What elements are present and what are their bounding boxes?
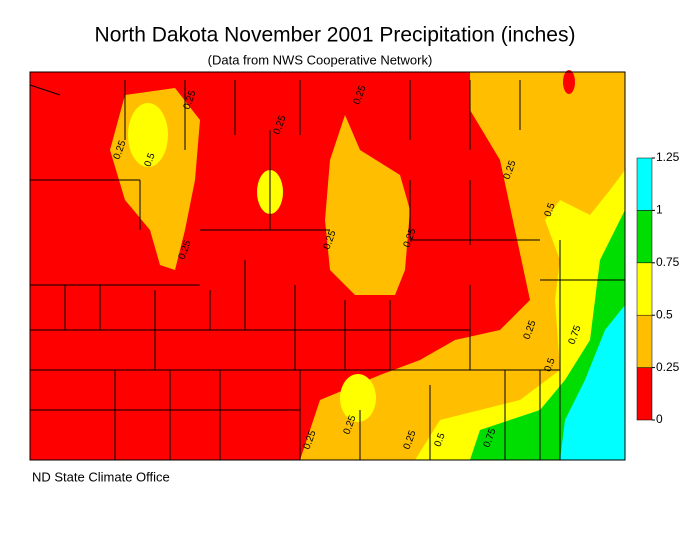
region (300, 72, 625, 460)
region (340, 374, 376, 422)
county-lines (29, 80, 625, 460)
contour-label: 0.5 (543, 356, 558, 373)
legend-tick-label: 0.25 (656, 360, 680, 374)
legend-tick-label: 0.5 (656, 307, 673, 321)
legend-tick-label: 1 (656, 203, 663, 217)
legend-tick-label: 0.75 (656, 255, 680, 269)
legend-swatch (636, 262, 653, 316)
region (563, 70, 575, 94)
region (560, 305, 625, 460)
legend-swatch (636, 157, 653, 211)
credit: ND State Climate Office (32, 469, 170, 484)
legend-swatch (636, 314, 653, 368)
title: North Dakota November 2001 Precipitation… (95, 24, 576, 47)
region (325, 115, 410, 295)
contour-label: 0.5 (433, 431, 448, 448)
contour-label: 0.5 (543, 201, 558, 218)
state-border (29, 71, 626, 461)
contour-label: 0.5 (143, 151, 158, 168)
legend-tick-label: 1.25 (656, 150, 680, 164)
legend-tick-label: 0 (656, 412, 663, 426)
legend-swatch (636, 367, 653, 421)
legend: 0 0.25 0.5 0.75 1 1.25 (636, 150, 680, 426)
legend-swatch (636, 210, 653, 264)
precip-map: 0.25 0.250.250.25 0.50.25 0.25 0.250.250.50.… (29, 70, 626, 461)
region (128, 103, 168, 167)
subtitle: (Data from NWS Cooperative Network) (208, 52, 433, 67)
